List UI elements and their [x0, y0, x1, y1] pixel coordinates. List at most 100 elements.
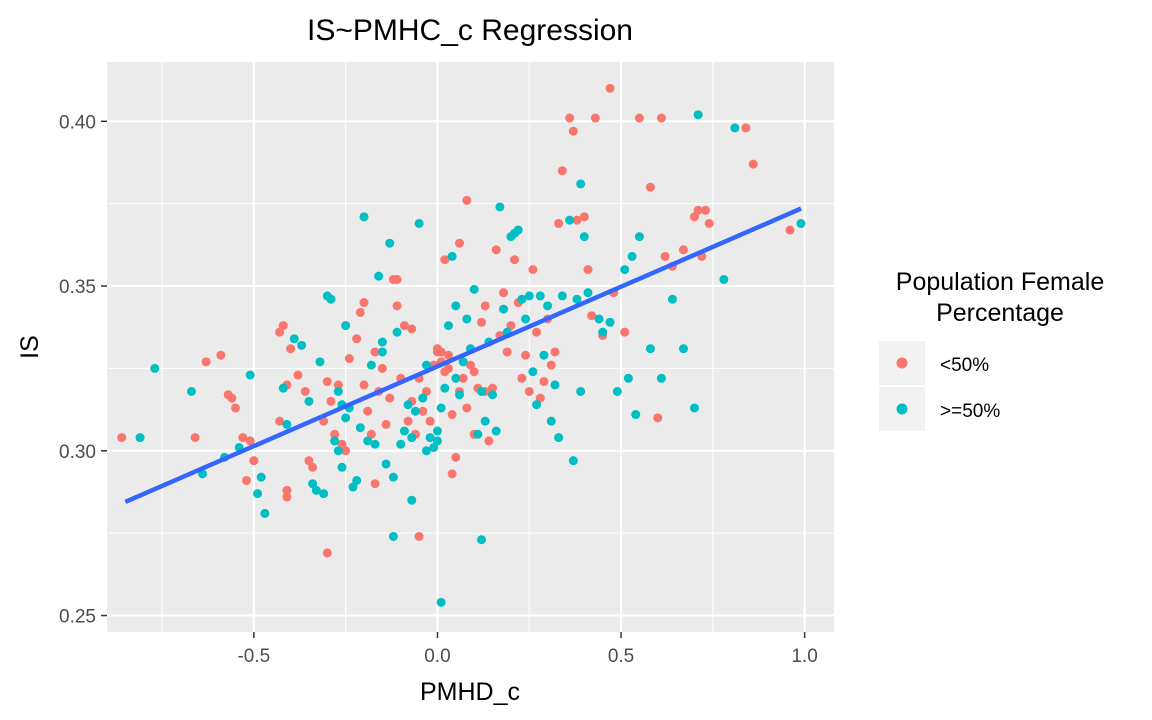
point-gte50 [414, 218, 424, 228]
point-gte50 [598, 327, 608, 337]
point-gte50 [550, 380, 560, 390]
point-lt50 [275, 416, 285, 426]
point-lt50 [440, 255, 450, 265]
point-lt50 [300, 386, 310, 396]
point-lt50 [568, 126, 578, 136]
point-lt50 [352, 334, 362, 344]
point-lt50 [432, 347, 442, 357]
point-gte50 [348, 482, 358, 492]
legend-dot-gte50 [896, 403, 908, 415]
point-lt50 [469, 367, 479, 377]
point-lt50 [326, 396, 336, 406]
point-gte50 [377, 347, 387, 357]
point-lt50 [403, 416, 413, 426]
point-gte50 [576, 179, 586, 189]
point-lt50 [532, 327, 542, 337]
x-tick-label: 0.0 [424, 646, 450, 667]
point-lt50 [370, 347, 380, 357]
point-gte50 [135, 433, 145, 443]
point-gte50 [436, 403, 446, 413]
point-lt50 [418, 406, 428, 416]
point-gte50 [319, 489, 329, 499]
y-tick-label: 0.40 [59, 112, 96, 133]
point-gte50 [253, 489, 263, 499]
point-gte50 [517, 294, 527, 304]
point-gte50 [678, 344, 688, 354]
x-tick-label: -0.5 [237, 646, 270, 667]
point-lt50 [741, 123, 751, 133]
point-lt50 [488, 383, 498, 393]
point-gte50 [363, 436, 373, 446]
point-gte50 [359, 212, 369, 222]
point-lt50 [693, 205, 703, 215]
point-gte50 [488, 390, 498, 400]
point-gte50 [554, 433, 564, 443]
point-gte50 [667, 294, 677, 304]
point-gte50 [730, 123, 740, 133]
point-gte50 [796, 218, 806, 228]
point-gte50 [491, 426, 501, 436]
point-lt50 [216, 350, 226, 360]
point-gte50 [377, 337, 387, 347]
point-lt50 [678, 245, 688, 255]
point-gte50 [532, 400, 542, 410]
point-lt50 [286, 344, 296, 354]
chart-title: IS~PMHC_c Regression [307, 14, 633, 47]
point-lt50 [278, 321, 288, 331]
point-lt50 [660, 251, 670, 261]
point-gte50 [576, 386, 586, 396]
point-lt50 [451, 452, 461, 462]
series-gte50 [135, 110, 806, 607]
point-gte50 [308, 479, 318, 489]
regression-line [124, 206, 802, 504]
point-gte50 [396, 439, 406, 449]
point-lt50 [517, 373, 527, 383]
point-lt50 [620, 327, 630, 337]
point-gte50 [315, 357, 325, 367]
point-gte50 [341, 321, 351, 331]
point-gte50 [388, 531, 398, 541]
point-gte50 [366, 360, 376, 370]
point-gte50 [543, 301, 553, 311]
y-tick-label: 0.25 [59, 607, 96, 628]
point-lt50 [407, 324, 417, 334]
point-gte50 [469, 284, 479, 294]
point-lt50 [539, 377, 549, 387]
point-gte50 [495, 202, 505, 212]
point-gte50 [278, 383, 288, 393]
point-gte50 [403, 400, 413, 410]
point-lt50 [381, 419, 391, 429]
point-gte50 [594, 314, 604, 324]
point-gte50 [546, 416, 556, 426]
point-gte50 [341, 413, 351, 423]
legend: Population Female Percentage <50% >=50% [879, 268, 1104, 431]
legend-label-gte50: >=50% [940, 401, 1000, 422]
major-gridlines [107, 62, 834, 632]
point-gte50 [326, 294, 336, 304]
point-lt50 [521, 350, 531, 360]
point-gte50 [256, 472, 266, 482]
point-gte50 [330, 436, 340, 446]
point-lt50 [583, 265, 593, 275]
point-lt50 [454, 238, 464, 248]
point-lt50 [462, 195, 472, 205]
point-gte50 [418, 393, 428, 403]
point-lt50 [337, 439, 347, 449]
point-gte50 [454, 390, 464, 400]
data-points [117, 83, 806, 607]
point-lt50 [557, 166, 567, 176]
y-axis-ticks: 0.25 0.30 0.35 0.40 [59, 112, 107, 628]
y-tick-label: 0.30 [59, 442, 96, 463]
point-lt50 [748, 159, 758, 169]
point-lt50 [656, 113, 666, 123]
point-gte50 [304, 396, 314, 406]
point-gte50 [565, 215, 575, 225]
point-gte50 [440, 383, 450, 393]
point-lt50 [554, 218, 564, 228]
point-gte50 [689, 403, 699, 413]
point-lt50 [242, 475, 252, 485]
point-lt50 [385, 393, 395, 403]
point-gte50 [407, 495, 417, 505]
point-gte50 [583, 288, 593, 298]
point-gte50 [399, 426, 409, 436]
